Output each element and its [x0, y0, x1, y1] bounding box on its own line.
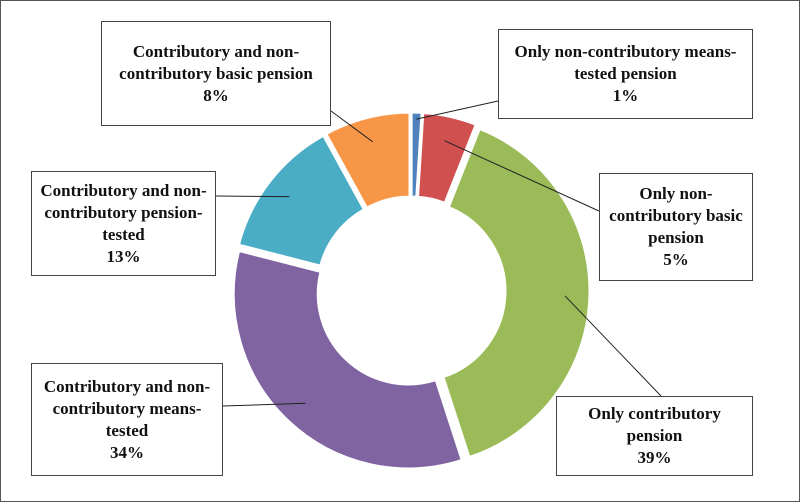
- donut-slice: [323, 110, 412, 211]
- data-label-box: Contributory and non-contributory basic …: [101, 21, 331, 126]
- leader-line: [444, 140, 600, 212]
- category-label: Contributory and non-contributory pensio…: [40, 180, 207, 244]
- category-label: Only non-contributory basic pension: [609, 184, 743, 247]
- category-label: Only contributory pension: [588, 404, 721, 445]
- donut-slice: [236, 133, 367, 268]
- leader-line: [215, 195, 290, 198]
- donut-slice: [440, 126, 592, 460]
- donut-slice: [231, 248, 465, 471]
- data-label-box: Contributory and non-contributory means-…: [31, 363, 223, 476]
- category-label: Contributory and non-contributory basic …: [119, 41, 313, 83]
- value-label: 34%: [110, 442, 144, 462]
- leader-line: [564, 295, 662, 397]
- category-label: Contributory and non-contributory means-…: [43, 376, 211, 440]
- value-label: 1%: [612, 86, 639, 105]
- data-label-box: Only contributory pension 39%: [556, 396, 753, 476]
- value-label: 8%: [203, 85, 229, 105]
- data-label-box: Only non-contributory basic pension 5%: [599, 173, 753, 281]
- value-label: 5%: [663, 250, 689, 269]
- leader-line: [416, 100, 499, 120]
- category-label: Only non-contributory means-tested pensi…: [514, 42, 737, 83]
- data-label-box: Only non-contributory means-tested pensi…: [498, 29, 753, 119]
- leader-line: [330, 110, 373, 143]
- value-label: 39%: [637, 448, 672, 467]
- value-label: 13%: [106, 246, 141, 266]
- leader-line: [222, 402, 306, 407]
- data-label-box: Contributory and non-contributory pensio…: [31, 171, 216, 276]
